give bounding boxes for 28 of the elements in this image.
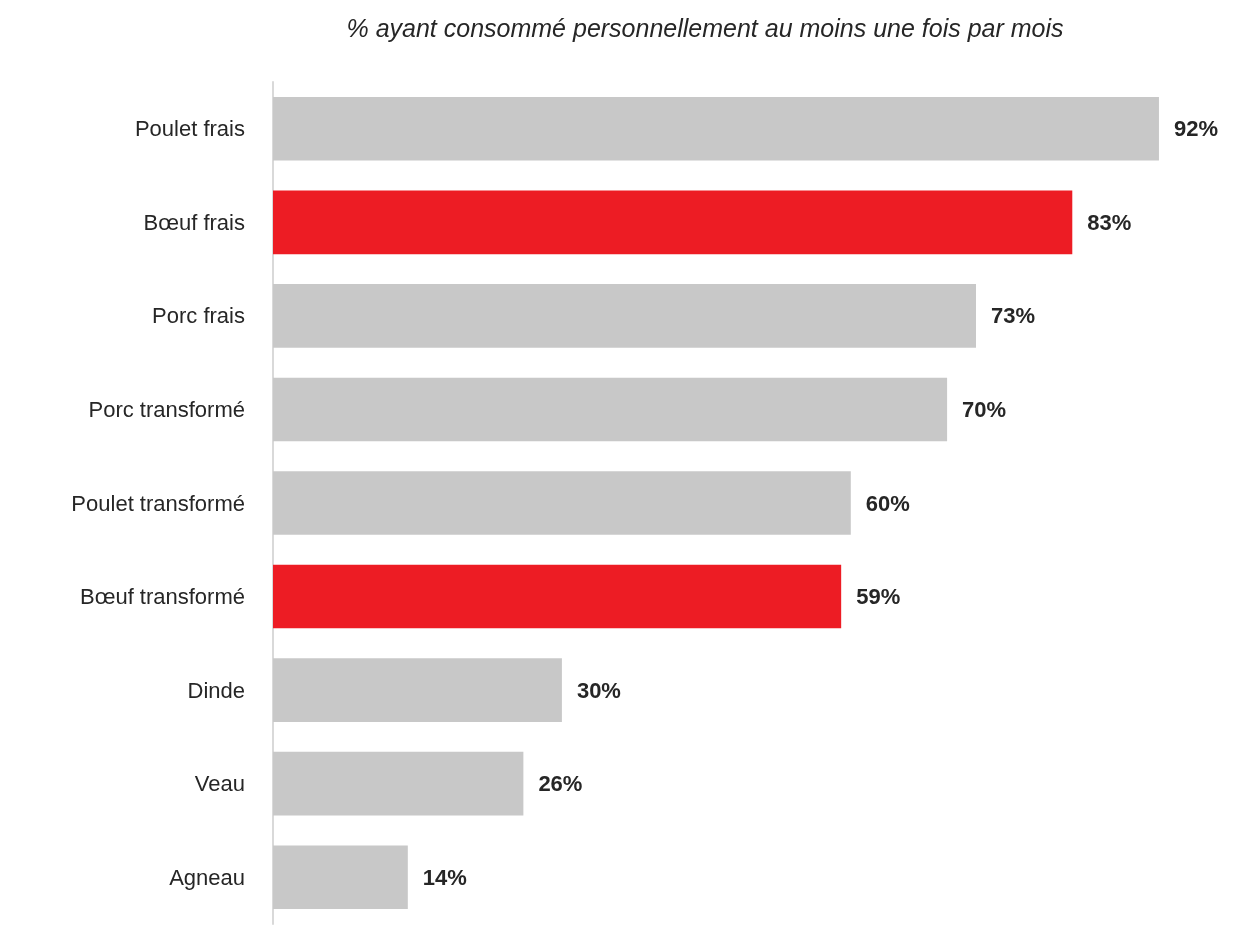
- bar: [273, 751, 524, 816]
- bar: [273, 377, 948, 442]
- data-label: 60%: [865, 490, 910, 516]
- y-tick-label: Porc frais: [152, 303, 245, 329]
- y-tick-label: Agneau: [169, 864, 245, 890]
- y-tick-label: Bœuf transformé: [79, 584, 245, 610]
- chart-title: % ayant consommé personnellement au moins une fois par mois: [346, 13, 1064, 42]
- y-tick-label: Porc transformé: [88, 396, 245, 422]
- bar: [273, 96, 1159, 161]
- bar: [273, 564, 842, 629]
- y-tick-label: Poulet frais: [134, 116, 245, 142]
- data-label: 83%: [1087, 209, 1132, 235]
- y-tick-label: Poulet transformé: [71, 490, 245, 516]
- bar: [273, 190, 1073, 255]
- bar: [273, 658, 562, 722]
- y-tick-label: Dinde: [187, 677, 245, 703]
- data-label: 26%: [538, 771, 583, 797]
- data-label: 92%: [1173, 116, 1219, 142]
- bar: [273, 284, 976, 348]
- data-label: 30%: [576, 677, 621, 703]
- bar: [273, 845, 408, 910]
- bar: [273, 471, 851, 535]
- data-label: 14%: [422, 864, 467, 890]
- data-label: 59%: [856, 584, 901, 610]
- data-label: 73%: [990, 303, 1036, 329]
- data-label: 70%: [962, 396, 1007, 422]
- y-tick-label: Veau: [194, 771, 245, 797]
- y-tick-label: Bœuf frais: [143, 209, 245, 235]
